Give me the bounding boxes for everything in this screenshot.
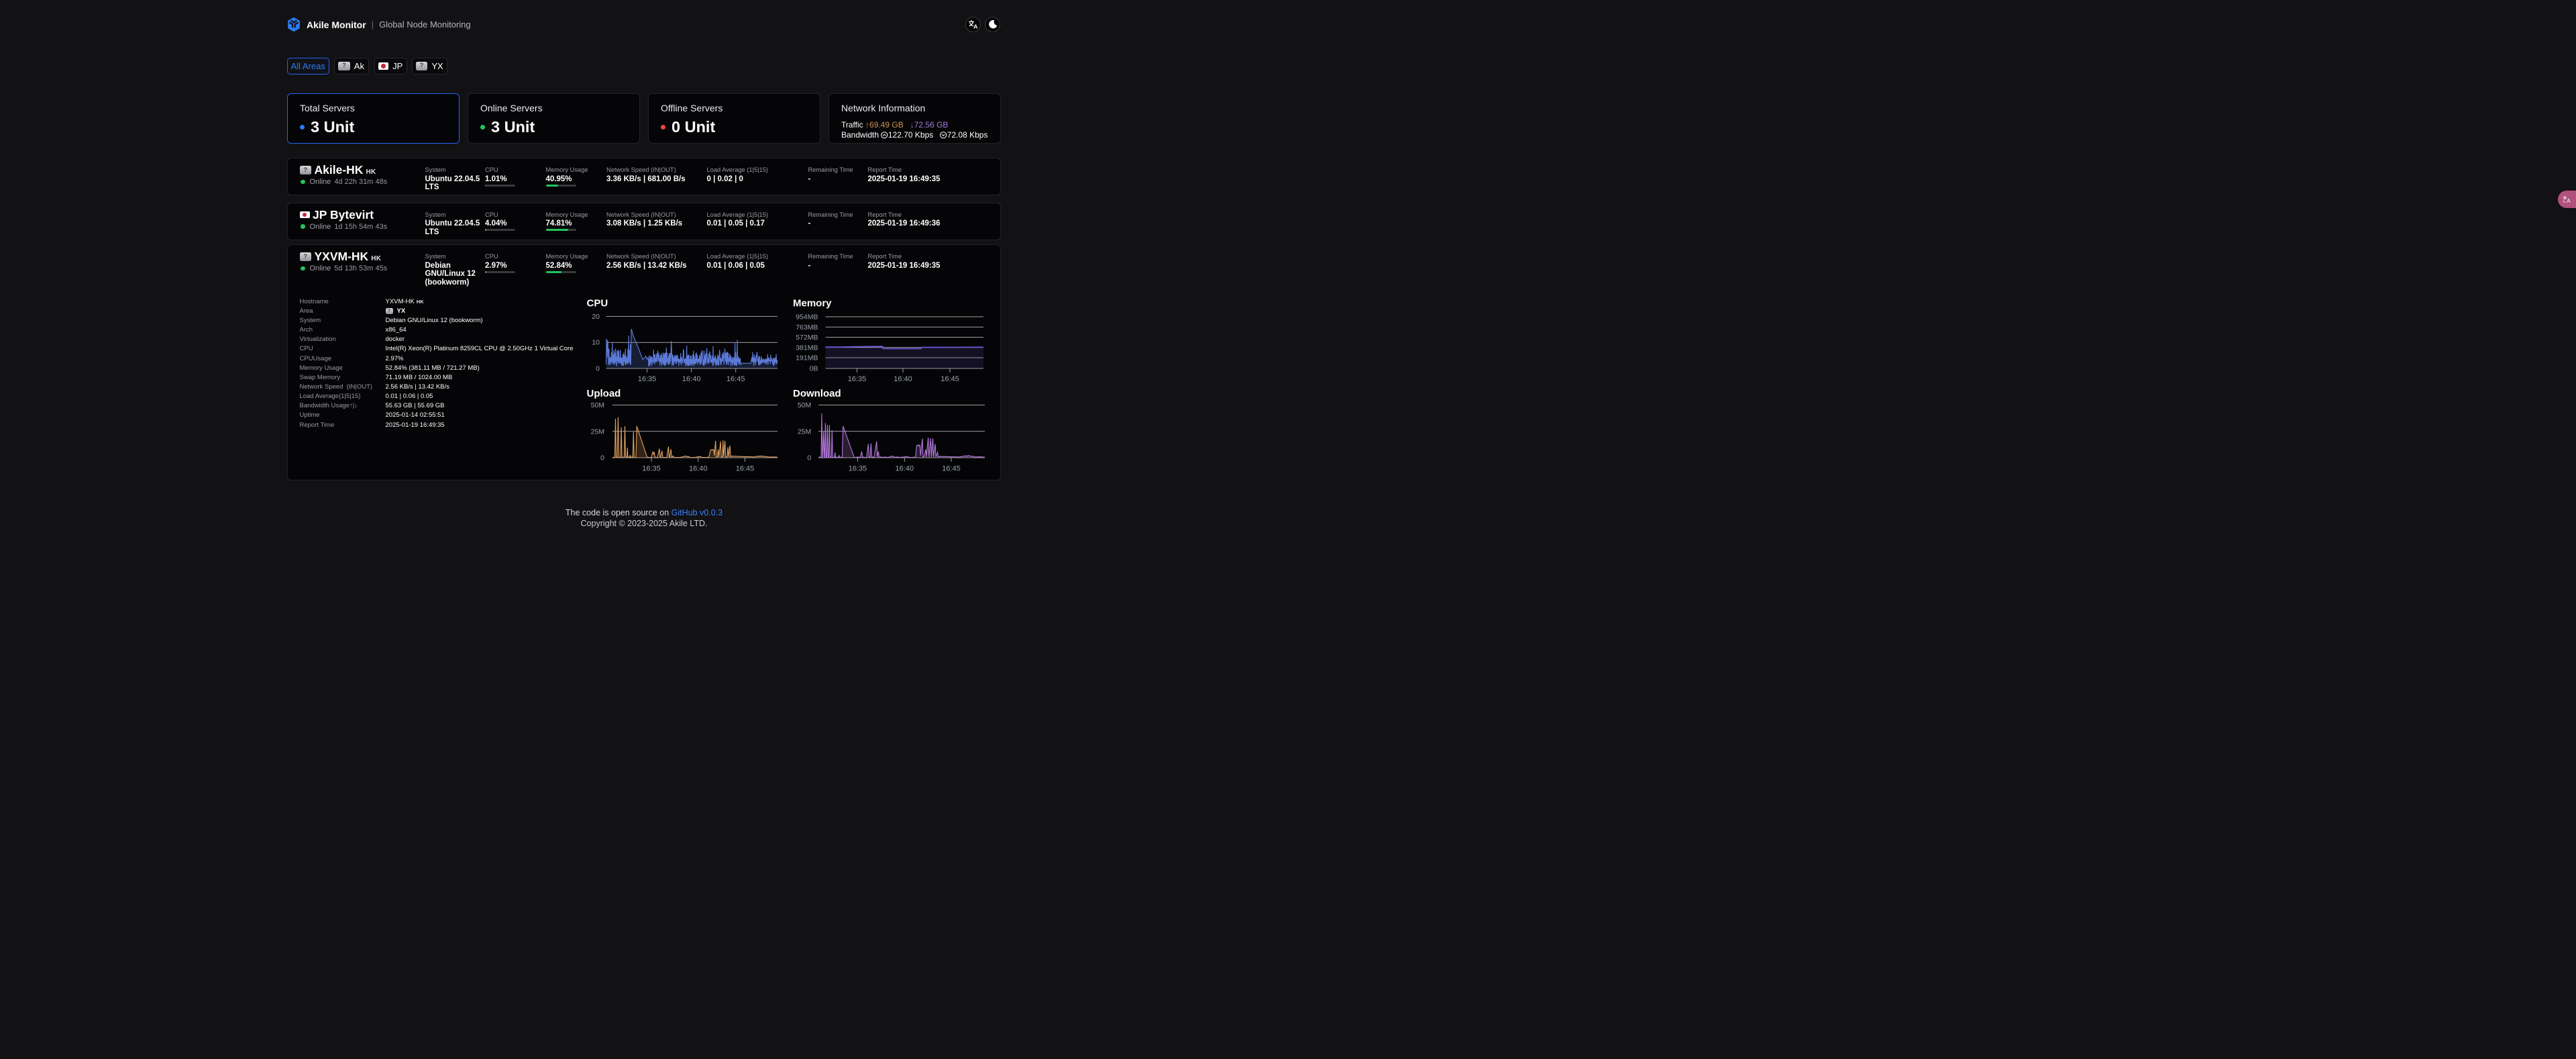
svg-text:Download: Download: [793, 388, 841, 399]
svg-text:16:40: 16:40: [896, 465, 914, 473]
svg-text:A: A: [973, 23, 977, 30]
svg-text:0: 0: [600, 454, 604, 462]
svg-text:16:35: 16:35: [642, 465, 661, 473]
svg-text:16:45: 16:45: [942, 465, 961, 473]
svg-text:25M: 25M: [591, 427, 604, 436]
svg-text:16:35: 16:35: [638, 375, 657, 383]
svg-text:954MB: 954MB: [796, 313, 818, 321]
svg-text:0B: 0B: [810, 365, 818, 373]
svg-text:10: 10: [592, 339, 600, 347]
svg-text:CPU: CPU: [587, 298, 608, 309]
svg-text:16:40: 16:40: [894, 375, 912, 383]
svg-text:16:45: 16:45: [727, 375, 745, 383]
svg-text:16:40: 16:40: [682, 375, 701, 383]
svg-text:16:40: 16:40: [689, 465, 708, 473]
svg-text:16:35: 16:35: [848, 375, 867, 383]
svg-text:191MB: 191MB: [796, 354, 818, 362]
svg-text:0: 0: [807, 454, 811, 462]
svg-text:572MB: 572MB: [796, 334, 818, 342]
svg-text:16:45: 16:45: [941, 375, 959, 383]
svg-text:16:35: 16:35: [849, 465, 867, 473]
svg-text:50M: 50M: [798, 401, 811, 409]
svg-text:763MB: 763MB: [796, 323, 818, 332]
svg-text:0: 0: [596, 365, 600, 373]
svg-text:Memory: Memory: [793, 298, 832, 309]
svg-text:A: A: [2567, 198, 2571, 204]
svg-text:50M: 50M: [591, 401, 604, 409]
svg-text:16:45: 16:45: [736, 465, 755, 473]
svg-text:Upload: Upload: [587, 388, 621, 399]
svg-text:381MB: 381MB: [796, 344, 818, 352]
svg-text:20: 20: [592, 313, 600, 321]
svg-text:25M: 25M: [798, 427, 811, 436]
